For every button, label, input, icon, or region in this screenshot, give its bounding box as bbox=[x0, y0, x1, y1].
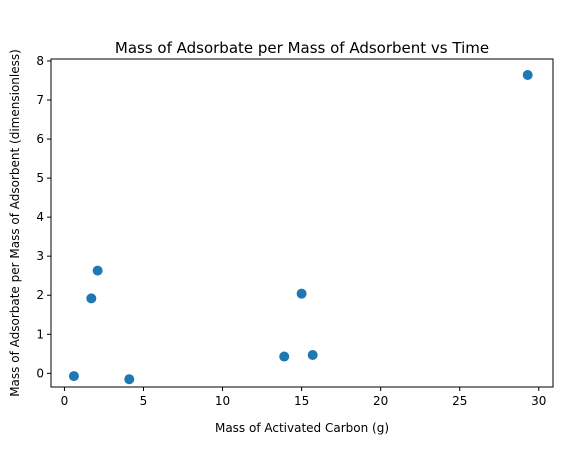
y-tick-label: 4 bbox=[36, 210, 44, 224]
y-tick-label: 5 bbox=[36, 171, 44, 185]
data-point bbox=[92, 265, 103, 276]
x-tick-label: 5 bbox=[140, 394, 148, 408]
y-tick-label: 3 bbox=[36, 249, 44, 263]
x-tick-label: 15 bbox=[294, 394, 309, 408]
chart-title: Mass of Adsorbate per Mass of Adsorbent … bbox=[115, 39, 489, 57]
data-point bbox=[307, 349, 318, 360]
data-point bbox=[522, 70, 533, 81]
x-tick-label: 30 bbox=[531, 394, 546, 408]
plot-frame bbox=[50, 58, 554, 388]
y-axis-label: Mass of Adsorbate per Mass of Adsorbent … bbox=[8, 49, 22, 397]
y-tick-label: 2 bbox=[36, 288, 44, 302]
data-point bbox=[68, 371, 79, 382]
x-axis-label: Mass of Activated Carbon (g) bbox=[215, 421, 389, 435]
y-tick-label: 8 bbox=[36, 54, 44, 68]
y-tick-label: 0 bbox=[36, 366, 44, 380]
x-tick-label: 20 bbox=[373, 394, 388, 408]
data-point bbox=[296, 288, 307, 299]
data-point bbox=[86, 293, 97, 304]
y-tick-label: 1 bbox=[36, 327, 44, 341]
y-tick-label: 7 bbox=[36, 93, 44, 107]
y-tick-label: 6 bbox=[36, 132, 44, 146]
x-tick-label: 25 bbox=[452, 394, 467, 408]
data-point bbox=[124, 374, 135, 385]
plot-area bbox=[68, 70, 533, 385]
x-axis: 0 5 10 15 20 25 30 bbox=[61, 387, 546, 408]
data-point bbox=[279, 351, 290, 362]
y-axis: 0 1 2 3 4 5 6 7 8 bbox=[36, 54, 51, 380]
x-tick-label: 0 bbox=[61, 394, 69, 408]
x-tick-label: 10 bbox=[215, 394, 230, 408]
